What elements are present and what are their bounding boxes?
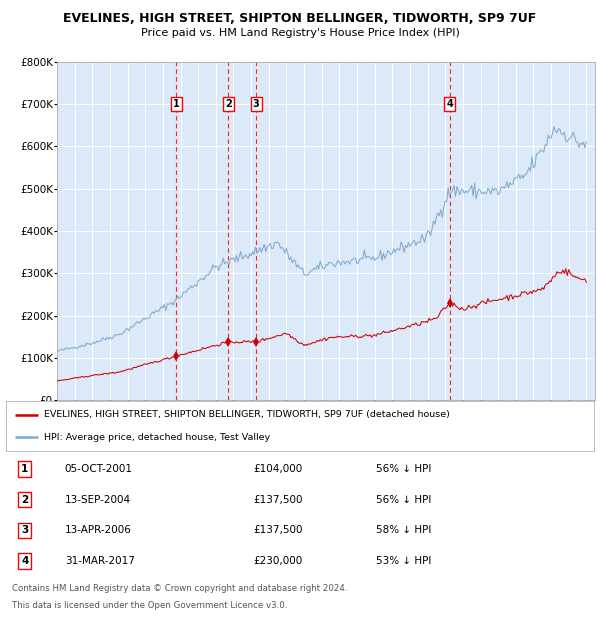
Text: 13-SEP-2004: 13-SEP-2004 (65, 495, 131, 505)
Text: Price paid vs. HM Land Registry's House Price Index (HPI): Price paid vs. HM Land Registry's House … (140, 28, 460, 38)
Text: 2: 2 (21, 495, 28, 505)
Text: £230,000: £230,000 (253, 556, 302, 566)
Text: 56% ↓ HPI: 56% ↓ HPI (376, 495, 432, 505)
Text: £137,500: £137,500 (253, 495, 302, 505)
Text: HPI: Average price, detached house, Test Valley: HPI: Average price, detached house, Test… (44, 433, 271, 442)
Text: £137,500: £137,500 (253, 525, 302, 536)
Text: 31-MAR-2017: 31-MAR-2017 (65, 556, 134, 566)
Text: 2: 2 (225, 99, 232, 109)
Text: 3: 3 (253, 99, 259, 109)
Text: EVELINES, HIGH STREET, SHIPTON BELLINGER, TIDWORTH, SP9 7UF: EVELINES, HIGH STREET, SHIPTON BELLINGER… (64, 12, 536, 25)
Text: 05-OCT-2001: 05-OCT-2001 (65, 464, 133, 474)
Text: 13-APR-2006: 13-APR-2006 (65, 525, 131, 536)
Text: 4: 4 (21, 556, 29, 566)
Text: 58% ↓ HPI: 58% ↓ HPI (376, 525, 432, 536)
Text: 53% ↓ HPI: 53% ↓ HPI (376, 556, 432, 566)
Text: 4: 4 (446, 99, 453, 109)
Text: 56% ↓ HPI: 56% ↓ HPI (376, 464, 432, 474)
Text: EVELINES, HIGH STREET, SHIPTON BELLINGER, TIDWORTH, SP9 7UF (detached house): EVELINES, HIGH STREET, SHIPTON BELLINGER… (44, 410, 450, 419)
Text: £104,000: £104,000 (253, 464, 302, 474)
Text: This data is licensed under the Open Government Licence v3.0.: This data is licensed under the Open Gov… (12, 601, 287, 610)
Text: 1: 1 (21, 464, 28, 474)
Text: Contains HM Land Registry data © Crown copyright and database right 2024.: Contains HM Land Registry data © Crown c… (12, 584, 347, 593)
Text: 1: 1 (173, 99, 179, 109)
Text: 3: 3 (21, 525, 28, 536)
